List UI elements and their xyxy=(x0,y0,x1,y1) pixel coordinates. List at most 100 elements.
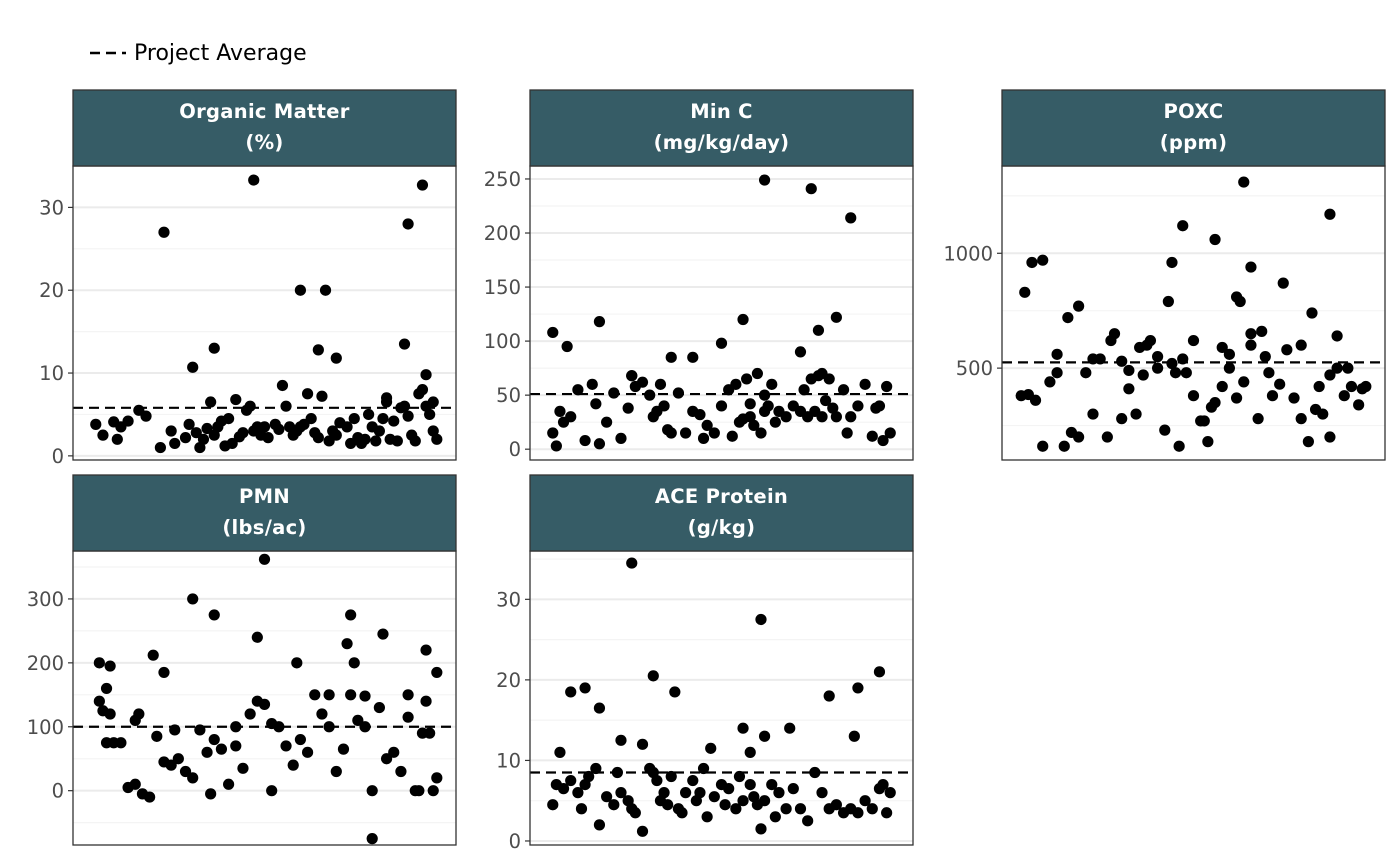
data-point xyxy=(172,753,184,765)
data-point xyxy=(111,433,123,445)
data-point xyxy=(547,799,559,811)
data-point xyxy=(409,435,421,447)
data-point xyxy=(561,340,573,353)
data-point xyxy=(93,657,105,669)
data-point xyxy=(1302,436,1314,448)
panel-border xyxy=(72,165,457,461)
data-point xyxy=(1245,261,1257,273)
data-point xyxy=(1277,277,1289,289)
data-point xyxy=(608,387,620,399)
data-point xyxy=(1187,334,1200,347)
dashed-line-icon xyxy=(90,51,126,55)
data-point xyxy=(1230,291,1243,303)
data-point xyxy=(1116,355,1128,367)
facet-panel: 0 10 20 30 ACE Protein (g/kg) xyxy=(496,474,914,853)
data-point xyxy=(1073,300,1085,312)
data-point xyxy=(1101,431,1113,443)
data-point xyxy=(337,743,350,755)
data-point xyxy=(593,702,606,714)
y-tick-label: 20 xyxy=(39,279,64,302)
data-point xyxy=(554,405,566,417)
facet-unit: (lbs/ac) xyxy=(222,516,306,539)
data-point xyxy=(841,427,853,439)
data-point xyxy=(244,708,256,720)
data-point xyxy=(431,433,443,445)
data-point xyxy=(550,440,562,452)
data-point xyxy=(859,795,871,807)
data-point xyxy=(1116,413,1128,425)
data-point xyxy=(427,785,439,797)
data-point xyxy=(237,762,249,774)
data-point xyxy=(165,425,177,437)
data-point xyxy=(812,324,825,336)
data-point xyxy=(1062,311,1074,324)
data-point xyxy=(687,351,699,363)
data-point xyxy=(312,344,324,356)
data-point xyxy=(373,425,385,437)
data-point xyxy=(676,807,688,819)
data-point xyxy=(190,427,202,439)
data-point xyxy=(845,212,857,224)
data-point xyxy=(97,429,109,441)
data-point xyxy=(1169,367,1182,379)
data-point xyxy=(398,338,411,350)
data-point xyxy=(784,722,796,734)
data-point xyxy=(1166,357,1178,370)
data-point xyxy=(705,742,717,754)
facet-strip xyxy=(72,89,457,167)
data-point xyxy=(593,819,606,831)
data-point xyxy=(1134,341,1146,354)
data-point xyxy=(305,412,317,425)
data-point xyxy=(852,807,864,819)
data-point xyxy=(626,557,638,569)
facet-strip xyxy=(529,89,914,167)
data-point xyxy=(208,342,220,354)
data-point xyxy=(1202,436,1214,448)
data-point xyxy=(104,660,116,672)
data-point xyxy=(697,432,710,444)
data-point xyxy=(197,433,210,445)
data-point xyxy=(708,791,720,803)
data-point xyxy=(341,638,353,650)
data-point xyxy=(658,400,670,412)
data-point xyxy=(1180,367,1192,379)
data-point xyxy=(1205,401,1218,413)
data-point xyxy=(258,421,271,433)
data-point xyxy=(758,405,771,417)
data-point xyxy=(402,689,414,701)
data-point xyxy=(837,384,850,396)
data-point xyxy=(647,670,659,682)
y-tick-label: 100 xyxy=(27,716,64,739)
facet-strip xyxy=(1001,89,1386,167)
data-point xyxy=(737,313,749,326)
data-point xyxy=(388,746,400,758)
data-point xyxy=(758,174,771,186)
data-point xyxy=(1105,334,1117,347)
data-point xyxy=(1152,351,1164,363)
data-point xyxy=(90,418,102,430)
data-point xyxy=(1338,390,1350,402)
y-tick-label: 50 xyxy=(496,384,521,407)
data-point xyxy=(708,427,720,439)
data-point xyxy=(715,337,728,349)
data-point xyxy=(1137,369,1149,381)
data-point xyxy=(1152,362,1164,374)
data-point xyxy=(845,411,857,423)
data-point xyxy=(341,421,353,433)
facet-title: Min C xyxy=(690,100,753,123)
data-point xyxy=(1317,408,1329,420)
data-point xyxy=(780,411,792,423)
data-point xyxy=(715,400,728,412)
data-point xyxy=(579,682,591,694)
data-point xyxy=(1274,378,1286,390)
data-point xyxy=(187,772,199,784)
data-point xyxy=(636,825,649,837)
facet-title: Organic Matter xyxy=(179,100,350,123)
data-point xyxy=(420,400,432,412)
data-point xyxy=(316,708,328,720)
data-point xyxy=(794,346,807,358)
data-point xyxy=(787,783,799,795)
data-point xyxy=(1295,413,1307,425)
data-point xyxy=(416,179,429,191)
